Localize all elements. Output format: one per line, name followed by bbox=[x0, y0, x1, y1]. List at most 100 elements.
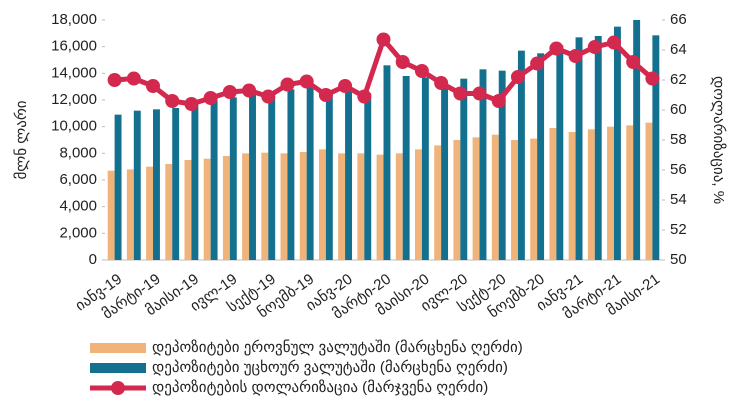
bar bbox=[549, 128, 557, 260]
bar bbox=[395, 153, 403, 260]
line-marker bbox=[357, 89, 372, 104]
bar bbox=[645, 122, 653, 261]
bar bbox=[607, 126, 614, 261]
bar bbox=[575, 37, 583, 261]
bar bbox=[153, 109, 160, 260]
y-tick-label: 18,000 bbox=[51, 11, 97, 28]
line-marker bbox=[184, 97, 199, 111]
bar bbox=[210, 100, 218, 260]
bar bbox=[325, 92, 333, 260]
y2-axis-label: დოლარიზაცია, % bbox=[710, 76, 727, 204]
bar bbox=[249, 94, 256, 261]
bar bbox=[364, 93, 372, 260]
line-marker bbox=[414, 64, 429, 78]
y-tick-label: 2,000 bbox=[59, 224, 97, 241]
bar bbox=[146, 166, 154, 260]
y-tick-label: 10,000 bbox=[51, 118, 97, 135]
line-marker bbox=[510, 70, 525, 84]
bar bbox=[338, 153, 346, 260]
bar bbox=[460, 78, 468, 261]
bar bbox=[511, 140, 518, 260]
line-marker bbox=[491, 94, 506, 108]
bar bbox=[287, 89, 295, 260]
bar bbox=[345, 89, 353, 260]
line-marker bbox=[587, 40, 602, 54]
y-tick-label: 4,000 bbox=[59, 198, 97, 215]
line-marker bbox=[146, 79, 161, 93]
line-marker bbox=[376, 32, 391, 47]
bar bbox=[191, 105, 199, 260]
line-marker bbox=[626, 55, 641, 69]
bar bbox=[268, 96, 276, 260]
bar bbox=[299, 152, 307, 260]
y2-tick-label: 62 bbox=[670, 71, 687, 88]
line-marker bbox=[549, 41, 564, 56]
bar bbox=[261, 152, 269, 260]
line-marker bbox=[107, 73, 122, 87]
line-marker bbox=[203, 91, 218, 105]
bar bbox=[165, 164, 173, 260]
bar bbox=[357, 153, 365, 260]
y2-tick-label: 54 bbox=[670, 191, 687, 208]
bar bbox=[280, 153, 288, 260]
bar bbox=[479, 69, 487, 260]
bar bbox=[222, 156, 230, 260]
y-tick-label: 12,000 bbox=[51, 91, 97, 108]
bar bbox=[421, 77, 429, 260]
bar bbox=[441, 82, 449, 261]
y-tick-label: 8,000 bbox=[59, 144, 97, 161]
legend-swatch bbox=[90, 363, 146, 373]
y2-tick-label: 58 bbox=[670, 131, 687, 148]
bar bbox=[414, 149, 422, 260]
line-marker bbox=[434, 76, 449, 90]
y-tick-label: 14,000 bbox=[51, 64, 97, 81]
bar bbox=[229, 97, 237, 260]
bar bbox=[626, 125, 634, 260]
bar bbox=[556, 45, 564, 261]
legend-swatch-marker bbox=[111, 381, 125, 395]
bar bbox=[537, 53, 545, 261]
bar bbox=[434, 145, 442, 260]
line-marker bbox=[453, 86, 468, 101]
line-marker bbox=[222, 85, 237, 99]
y2-tick-label: 64 bbox=[670, 41, 687, 58]
legend-label: დეპოზიტები უცხოურ ვალუტაში (მარცხენა ღერ… bbox=[152, 359, 508, 376]
line-marker bbox=[472, 86, 487, 101]
line-marker bbox=[261, 89, 276, 104]
bar bbox=[114, 114, 122, 261]
y2-tick-label: 60 bbox=[670, 101, 687, 118]
bar bbox=[107, 170, 115, 260]
line-marker bbox=[280, 77, 295, 92]
bar bbox=[133, 110, 141, 261]
line-marker bbox=[338, 79, 353, 93]
y-tick-label: 0 bbox=[89, 251, 97, 268]
bar bbox=[568, 132, 576, 260]
line-marker bbox=[165, 94, 180, 108]
bar bbox=[306, 86, 314, 261]
bar bbox=[318, 149, 326, 260]
line-marker bbox=[395, 55, 410, 69]
bar bbox=[498, 70, 506, 261]
line-marker bbox=[126, 71, 141, 86]
bar bbox=[530, 138, 538, 260]
y2-tick-label: 56 bbox=[670, 161, 687, 178]
bar bbox=[172, 108, 180, 260]
legend-swatch bbox=[90, 343, 146, 353]
y-axis-label: მლნ ლარი bbox=[13, 100, 30, 179]
bar bbox=[517, 50, 525, 260]
bar bbox=[402, 76, 410, 260]
y2-tick-label: 52 bbox=[670, 221, 687, 238]
bar bbox=[242, 153, 250, 260]
line-marker bbox=[606, 35, 621, 50]
bar bbox=[613, 26, 621, 260]
line-marker bbox=[242, 83, 257, 98]
line-marker bbox=[568, 49, 583, 63]
bar bbox=[594, 36, 602, 260]
line-marker bbox=[299, 74, 314, 89]
line-marker bbox=[318, 88, 333, 102]
bar bbox=[126, 169, 134, 260]
y2-tick-label: 66 bbox=[670, 11, 687, 28]
legend-label: დეპოზიტების დოლარიზაცია (მარჯვენა ღერძი) bbox=[152, 379, 488, 396]
bar bbox=[652, 35, 660, 261]
